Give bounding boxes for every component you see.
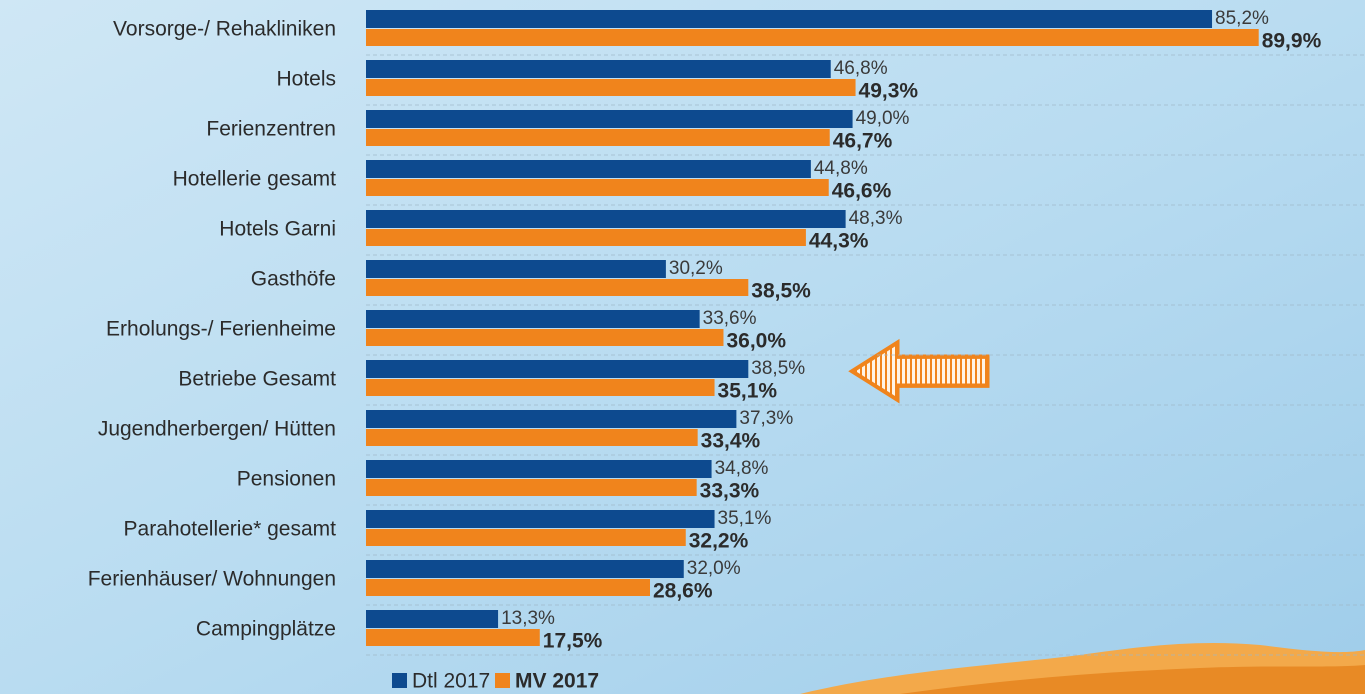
bar [366, 429, 698, 446]
category-label: Hotels [276, 68, 336, 91]
bar [366, 179, 829, 196]
bar [366, 229, 806, 246]
bar [366, 510, 715, 528]
bar [366, 60, 831, 78]
bar [366, 579, 650, 596]
value-label: 44,3% [809, 230, 869, 253]
bar [366, 129, 830, 146]
category-label: Vorsorge-/ Rehakliniken [113, 18, 336, 41]
value-label: 33,3% [700, 480, 760, 503]
category-label: Betriebe Gesamt [178, 368, 336, 391]
bar [366, 10, 1212, 28]
legend-label: MV 2017 [515, 670, 599, 693]
category-label: Erholungs-/ Ferienheime [106, 318, 336, 341]
value-label: 35,1% [718, 380, 778, 403]
value-label: 49,3% [859, 80, 919, 103]
bar [366, 460, 712, 478]
value-label: 35,1% [718, 508, 772, 529]
category-label: Jugendherbergen/ Hütten [98, 418, 336, 441]
category-label: Ferienhäuser/ Wohnungen [88, 568, 336, 591]
bar [366, 479, 697, 496]
value-label: 33,6% [703, 308, 757, 329]
value-label: 30,2% [669, 258, 723, 279]
value-label: 48,3% [849, 208, 903, 229]
bar [366, 210, 846, 228]
legend-swatch [495, 673, 510, 688]
category-label: Pensionen [237, 468, 336, 491]
bar [366, 279, 748, 296]
value-label: 38,5% [751, 280, 811, 303]
chart: Vorsorge-/ Rehakliniken 85,2%89,9% Hotels 4… [0, 0, 1365, 694]
value-label: 33,4% [701, 430, 761, 453]
category-label: Ferienzentren [206, 118, 336, 141]
bar [366, 629, 540, 646]
value-label: 46,8% [834, 58, 888, 79]
bar [366, 310, 700, 328]
bar [366, 110, 853, 128]
bar [366, 410, 736, 428]
bar [366, 160, 811, 178]
value-label: 28,6% [653, 580, 713, 603]
value-label: 85,2% [1215, 8, 1269, 29]
bar [366, 560, 684, 578]
value-label: 32,0% [687, 558, 741, 579]
value-label: 13,3% [501, 608, 555, 629]
value-label: 37,3% [739, 408, 793, 429]
value-label: 17,5% [543, 630, 603, 653]
value-label: 38,5% [751, 358, 805, 379]
bar [366, 379, 715, 396]
value-label: 32,2% [689, 530, 749, 553]
bar [366, 79, 856, 96]
bar [366, 260, 666, 278]
value-label: 89,9% [1262, 30, 1322, 53]
value-label: 49,0% [856, 108, 910, 129]
category-label: Parahotellerie* gesamt [124, 518, 337, 541]
value-label: 46,6% [832, 180, 892, 203]
value-label: 46,7% [833, 130, 893, 153]
category-label: Hotellerie gesamt [173, 168, 337, 191]
value-label: 44,8% [814, 158, 868, 179]
value-label: 36,0% [726, 330, 786, 353]
value-label: 34,8% [715, 458, 769, 479]
bar [366, 610, 498, 628]
category-label: Gasthöfe [251, 268, 336, 291]
bar [366, 329, 723, 346]
legend-swatch [392, 673, 407, 688]
bar [366, 29, 1259, 46]
category-label: Campingplätze [196, 618, 336, 641]
legend-label: Dtl 2017 [412, 670, 490, 693]
bar [366, 360, 748, 378]
category-label: Hotels Garni [219, 218, 336, 241]
bar [366, 529, 686, 546]
